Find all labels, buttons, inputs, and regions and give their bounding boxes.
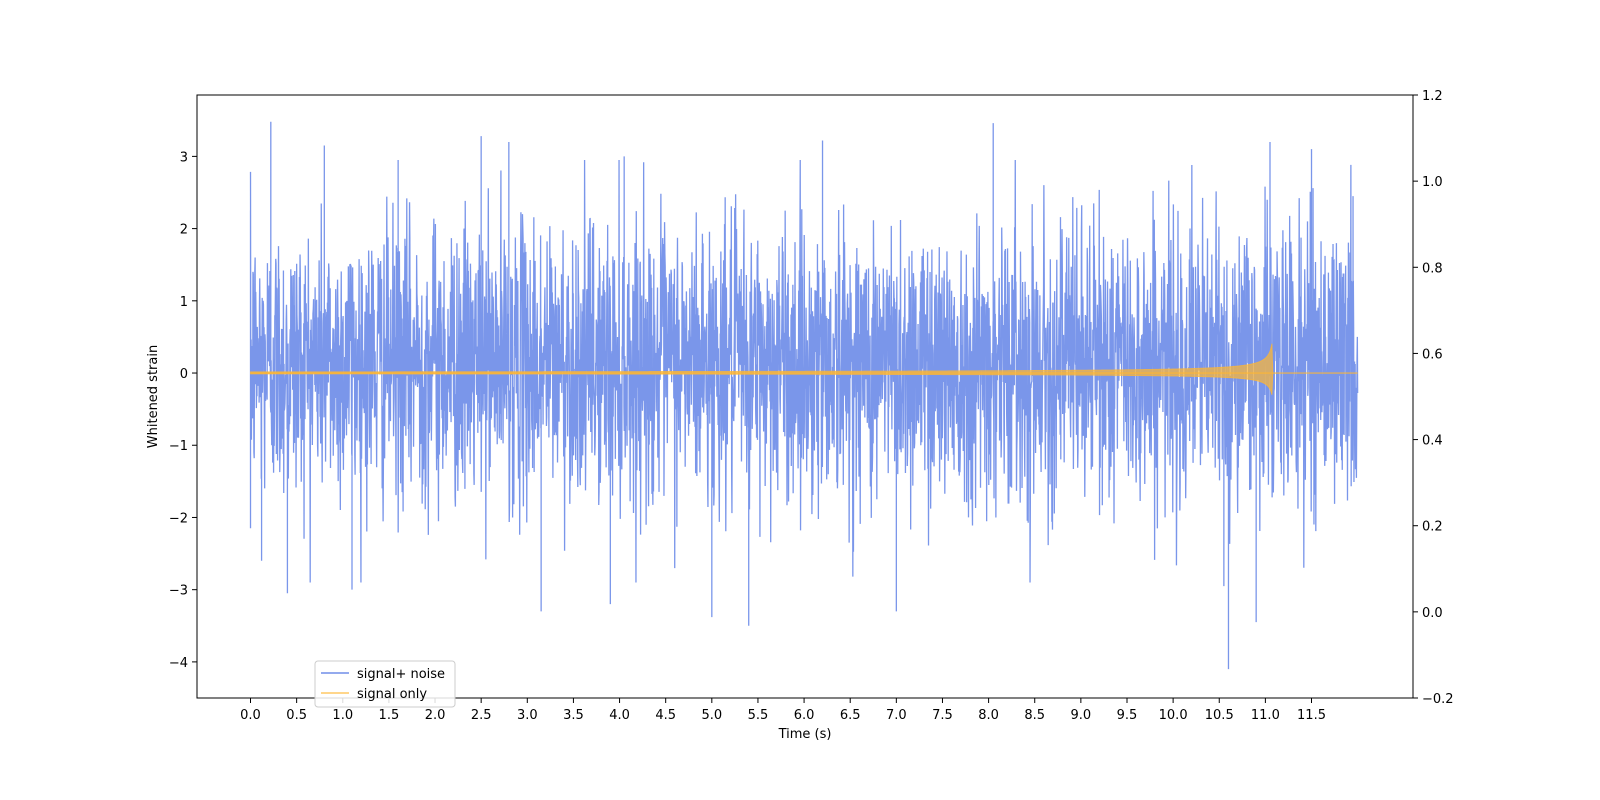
x-tick-label: 0.5	[286, 708, 307, 723]
x-tick-label: 4.0	[609, 708, 630, 723]
x-tick-label: 9.5	[1117, 708, 1138, 723]
x-tick-label: 1.0	[332, 708, 353, 723]
y2-tick-label: 0.6	[1422, 347, 1443, 362]
y2-tick-label: −0.2	[1422, 692, 1454, 707]
y-tick-label: 1	[180, 295, 188, 310]
x-tick-label: 10.5	[1205, 708, 1234, 723]
y-tick-label: −3	[169, 584, 188, 599]
signal-noise-line	[249, 121, 1359, 670]
legend-box	[314, 660, 456, 708]
x-tick-label: 0.0	[240, 708, 261, 723]
x-tick-label: 4.5	[655, 708, 676, 723]
x-axis-label: Time (s)	[778, 727, 832, 742]
y2-tick-label: 0.0	[1422, 606, 1443, 621]
x-tick-label: 7.5	[932, 708, 953, 723]
y2-tick-label: 0.2	[1422, 520, 1443, 535]
y-tick-label: 3	[180, 150, 188, 165]
y-axis-label: Whitened strain	[146, 345, 161, 448]
y2-tick-label: 0.8	[1422, 261, 1443, 276]
y2-tick-label: 1.2	[1422, 89, 1443, 104]
x-tick-label: 2.5	[471, 708, 492, 723]
y-tick-label: −1	[169, 439, 188, 454]
x-tick-label: 10.0	[1159, 708, 1188, 723]
x-tick-label: 7.0	[886, 708, 907, 723]
y-tick-label: 2	[180, 223, 188, 238]
x-tick-label: 11.5	[1297, 708, 1326, 723]
x-tick-label: 2.0	[425, 708, 446, 723]
x-axis: 0.0 0.5 1.0 1.5 2.0 2.5 3.0 3.5 4.0 4.5 5.0 5.5 6.0 6…	[240, 698, 1326, 723]
plot-area-frame	[196, 94, 1414, 699]
y2-tick-label: 0.4	[1422, 434, 1443, 449]
legend: signal+ noise signal only	[314, 660, 456, 708]
x-tick-label: 11.0	[1251, 708, 1280, 723]
legend-label-signal-only: signal only	[357, 687, 427, 702]
x-tick-label: 1.5	[379, 708, 400, 723]
x-tick-label: 5.0	[701, 708, 722, 723]
x-tick-label: 8.0	[978, 708, 999, 723]
y-axis-left: 3 2 1 0 −1 −2 −3 −4	[169, 150, 197, 671]
x-tick-label: 9.0	[1071, 708, 1092, 723]
legend-label-signal-noise: signal+ noise	[357, 667, 445, 682]
x-tick-label: 5.5	[748, 708, 769, 723]
y-tick-label: −2	[169, 511, 188, 526]
y2-tick-label: 1.0	[1422, 175, 1443, 190]
x-tick-label: 8.5	[1024, 708, 1045, 723]
x-tick-label: 3.0	[517, 708, 538, 723]
y-tick-label: 0	[180, 367, 188, 382]
x-tick-label: 6.5	[840, 708, 861, 723]
signal-only-series	[250, 343, 1358, 395]
y-axis-right: 1.2 1.0 0.8 0.6 0.4 0.2 0.0 −0.2	[1413, 89, 1454, 707]
signal-only-chirp	[250, 343, 1274, 395]
x-tick-label: 3.5	[563, 708, 584, 723]
y-tick-label: −4	[169, 656, 188, 671]
signal-noise-series	[249, 121, 1359, 670]
x-tick-label: 6.0	[794, 708, 815, 723]
